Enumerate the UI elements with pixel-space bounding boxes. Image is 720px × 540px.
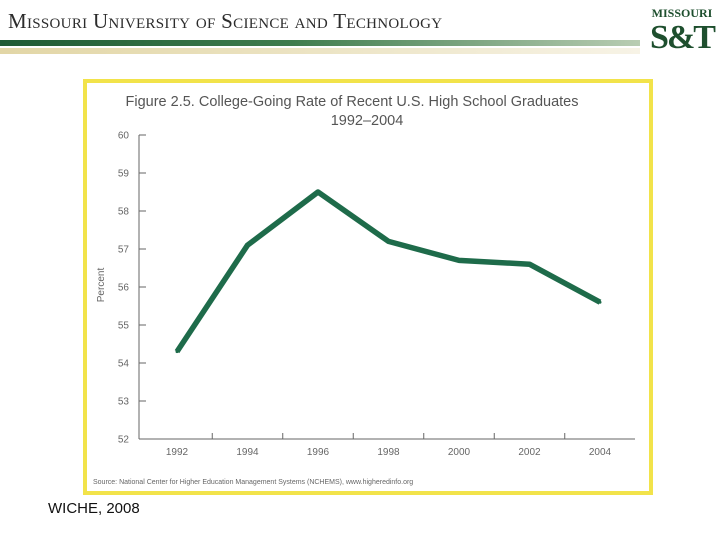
x-tick-label: 1998 xyxy=(377,447,400,458)
y-tick-label: 59 xyxy=(118,169,130,180)
data-point xyxy=(528,262,531,266)
x-tick-label: 2000 xyxy=(448,447,471,458)
data-point xyxy=(387,239,390,243)
x-tick-label: 2004 xyxy=(589,447,612,458)
university-title: Missouri University of Science and Techn… xyxy=(8,9,443,33)
y-tick-label: 56 xyxy=(118,283,130,294)
chart-source: Source: National Center for Higher Educa… xyxy=(93,479,413,486)
data-point xyxy=(457,258,461,262)
y-tick-label: 53 xyxy=(118,397,130,408)
y-tick-label: 58 xyxy=(118,207,130,218)
series-line xyxy=(174,189,602,354)
x-tick-label: 1996 xyxy=(307,447,330,458)
data-point xyxy=(316,190,320,194)
university-logo: MISSOURI S&T xyxy=(648,6,716,58)
x-tick-label: 1994 xyxy=(236,447,259,458)
data-point xyxy=(175,350,179,354)
logo-main-text: S&T xyxy=(650,19,716,56)
y-tick-label: 57 xyxy=(118,245,130,256)
header-stripe xyxy=(0,40,640,55)
y-axis-label: Percent xyxy=(96,268,107,303)
y-tick-label: 54 xyxy=(118,359,130,370)
y-tick-label: 55 xyxy=(118,321,130,332)
chart-title: Figure 2.5. College-Going Rate of Recent… xyxy=(126,94,579,110)
x-tick-label: 2002 xyxy=(518,447,541,458)
x-tick-label: 1992 xyxy=(166,447,189,458)
chart-subtitle: 1992–2004 xyxy=(331,113,404,129)
source-caption: WICHE, 2008 xyxy=(48,500,140,517)
line-chart: Figure 2.5. College-Going Rate of Recent… xyxy=(93,94,635,486)
chart-figure: Figure 2.5. College-Going Rate of Recent… xyxy=(83,79,653,495)
data-point xyxy=(598,300,602,304)
data-point xyxy=(246,243,249,247)
y-tick-label: 52 xyxy=(118,435,130,446)
logo-top-text: MISSOURI xyxy=(651,6,713,20)
y-tick-label: 60 xyxy=(118,131,130,142)
